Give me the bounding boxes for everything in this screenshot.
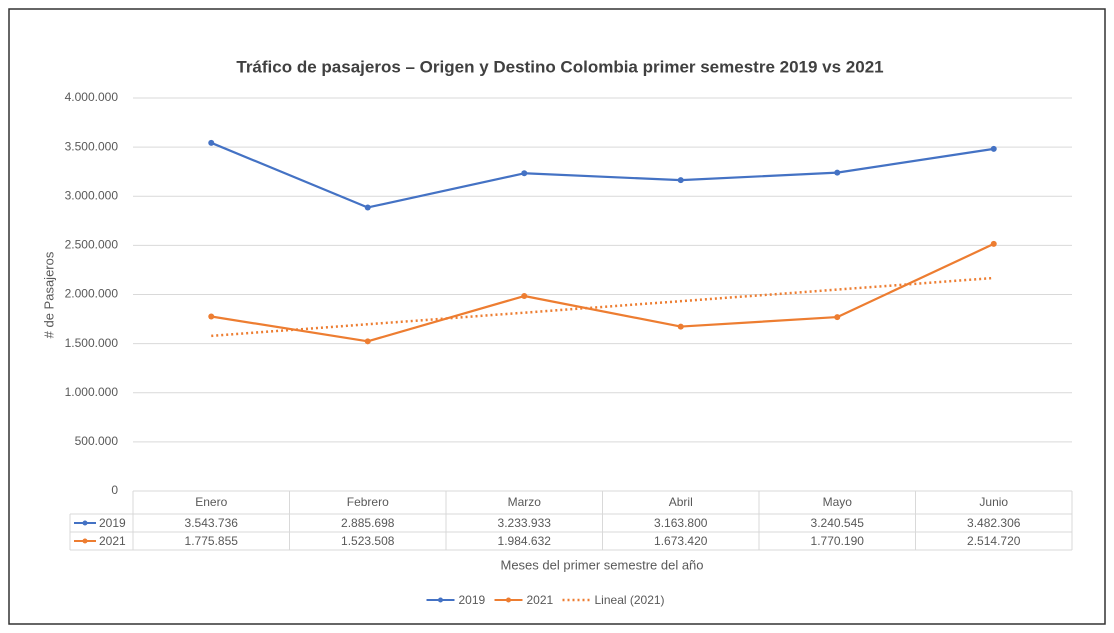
legend-label: Lineal (2021) (595, 593, 665, 607)
marker (677, 177, 684, 184)
y-tick-label: 3.000.000 (65, 188, 119, 202)
legend-marker (506, 597, 511, 603)
x-tick-label: Abril (669, 495, 693, 509)
table-series-name: 2021 (99, 534, 126, 548)
y-tick-label: 1.000.000 (65, 385, 119, 399)
table-legend-marker (82, 538, 88, 544)
marker (677, 323, 684, 330)
marker (364, 338, 371, 345)
marker (990, 145, 997, 152)
marker (990, 240, 997, 247)
marker (364, 204, 371, 211)
table-value: 3.482.306 (967, 516, 1021, 530)
x-tick-label: Enero (195, 495, 227, 509)
table-value: 1.770.190 (811, 534, 865, 548)
table-value: 3.233.933 (498, 516, 552, 530)
y-tick-label: 500.000 (75, 434, 119, 448)
x-tick-label: Febrero (347, 495, 389, 509)
x-tick-label: Marzo (508, 495, 542, 509)
trend-line (211, 276, 994, 338)
table-legend-marker (82, 520, 88, 526)
marker (208, 313, 215, 320)
series-line (211, 242, 995, 343)
y-tick-label: 0 (111, 483, 118, 497)
table-value: 3.163.800 (654, 516, 708, 530)
marker (208, 139, 215, 146)
table-value: 2.514.720 (967, 534, 1021, 548)
legend-label: 2019 (459, 593, 486, 607)
legend-label: 2021 (527, 593, 554, 607)
chart-title: Tráfico de pasajeros – Origen y Destino … (236, 57, 883, 76)
legend-marker (438, 597, 443, 603)
y-tick-label: 2.000.000 (65, 287, 119, 301)
table-value: 1.673.420 (654, 534, 708, 548)
y-tick-label: 3.500.000 (65, 139, 119, 153)
table-value: 1.775.855 (185, 534, 239, 548)
x-tick-label: Junio (979, 495, 1008, 509)
marker (834, 314, 841, 321)
marker (521, 170, 528, 177)
table-value: 1.984.632 (498, 534, 552, 548)
series-line (210, 141, 994, 209)
frame (8, 8, 1106, 625)
y-tick-label: 2.500.000 (65, 238, 119, 252)
marker (834, 169, 841, 176)
y-tick-label: 1.500.000 (65, 336, 119, 350)
table-value: 1.523.508 (341, 534, 395, 548)
table-value: 2.885.698 (341, 516, 395, 530)
table-series-name: 2019 (99, 516, 126, 530)
table-value: 3.240.545 (811, 516, 865, 530)
y-tick-label: 4.000.000 (65, 90, 119, 104)
marker (521, 293, 528, 300)
x-axis-title: Meses del primer semestre del año (500, 557, 703, 572)
y-axis-title: # de Pasajeros (41, 251, 56, 338)
table-value: 3.543.736 (185, 516, 239, 530)
x-tick-label: Mayo (823, 495, 853, 509)
